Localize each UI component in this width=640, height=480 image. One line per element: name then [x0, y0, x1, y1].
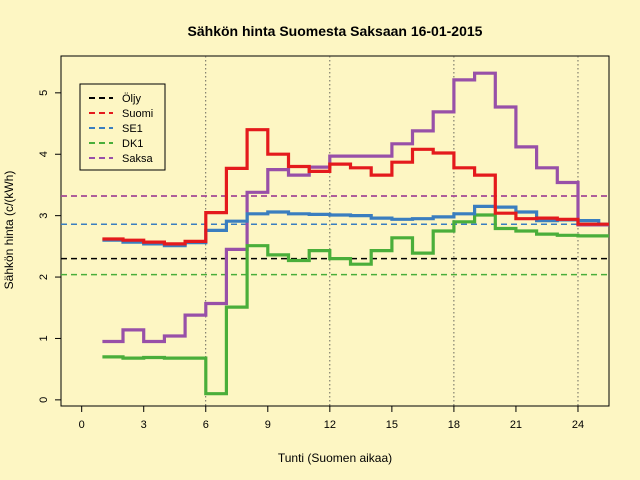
legend-box: [79, 83, 166, 171]
series-2-line: [102, 204, 609, 248]
x-tick-label: 24: [572, 419, 584, 431]
series-4-line: [102, 71, 609, 344]
y-tick-label: 3: [38, 213, 50, 219]
x-tick-label: 0: [79, 419, 85, 431]
y-tick-label: 1: [38, 335, 50, 341]
series-3-line: [102, 213, 609, 396]
y-tick-label: 5: [38, 90, 50, 96]
x-tick-label: 6: [203, 419, 209, 431]
x-tick-label: 15: [386, 419, 398, 431]
x-tick-label: 9: [265, 419, 271, 431]
y-tick-label: 4: [38, 151, 50, 157]
series-1-line: [102, 128, 609, 246]
x-tick-label: 21: [510, 419, 522, 431]
y-tick-label: 0: [38, 397, 50, 403]
legend-label: Öljy: [122, 93, 141, 105]
x-axis-label: Tunti (Suomen aikaa): [278, 451, 392, 465]
x-ticks: 0 3 6 9 12 15 18 21 24: [79, 406, 584, 431]
x-tick-label: 12: [324, 419, 336, 431]
x-tick-label: 3: [141, 419, 147, 431]
legend-label: Saksa: [122, 153, 153, 165]
y-axis-label: Sähkön hinta (c/(kWh): [2, 171, 16, 290]
legend-label: Suomi: [122, 108, 153, 120]
legend: Öljy Suomi SE1 DK1 Saksa: [79, 83, 166, 171]
y-ticks: 0 1 2 3 4 5: [38, 90, 61, 403]
y-tick-label: 2: [38, 274, 50, 280]
chart-title: Sähkön hinta Suomesta Saksaan 16-01-2015: [188, 23, 483, 39]
plot-frame: [60, 55, 610, 407]
legend-label: SE1: [122, 123, 143, 135]
legend-label: DK1: [122, 138, 143, 150]
plot-area: [60, 55, 610, 407]
x-tick-label: 18: [448, 419, 460, 431]
